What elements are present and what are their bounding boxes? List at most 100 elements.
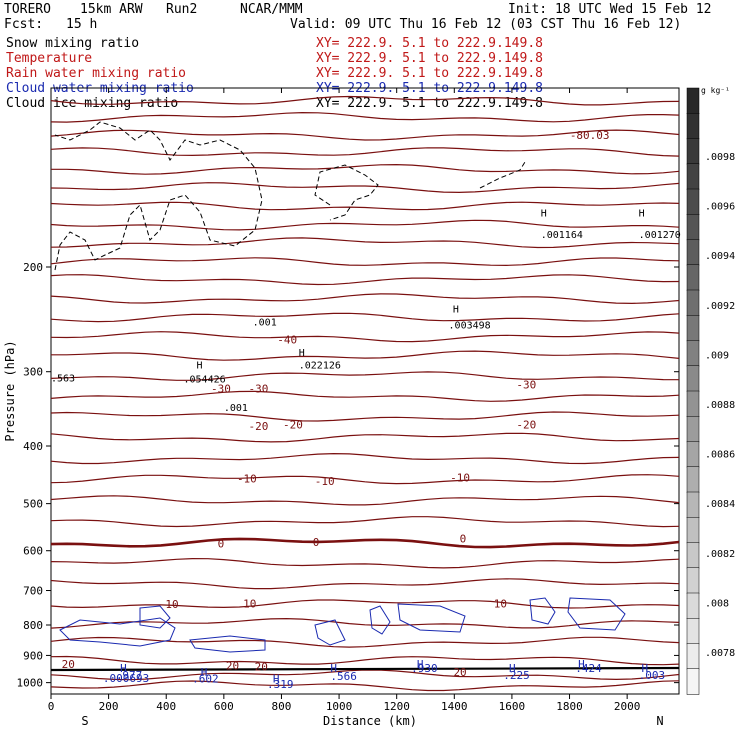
cloud-water-label: .000693 xyxy=(103,672,149,685)
temperature-contour-label: 0 xyxy=(313,536,320,549)
x-tick-label: 400 xyxy=(156,700,176,713)
x-tick-label: 1400 xyxy=(441,700,468,713)
colorbar-segment xyxy=(686,466,700,493)
temperature-contour-label: 20 xyxy=(453,666,466,679)
y-tick-label: 300 xyxy=(23,366,43,379)
contour-labels: -80.03 -40 -30 -30 -30 -20 -20 -20 -10 -10 -10 0 0 0 1… xyxy=(51,129,681,691)
colorbar-segment xyxy=(686,315,700,342)
south-end-label: S xyxy=(81,714,88,728)
extremum-label: H xyxy=(541,209,547,220)
colorbar-segment xyxy=(686,340,700,367)
cloud-water-label: H xyxy=(578,658,585,671)
colorbar-tick-label: .0084 xyxy=(705,499,735,510)
isotherm-line xyxy=(50,390,680,402)
init-label: Init: 18 UTC Wed 15 Feb 12 xyxy=(508,2,712,17)
y-tick-label: 200 xyxy=(23,261,43,274)
isotherm-line xyxy=(50,331,680,343)
extremum-label: .022126 xyxy=(299,361,341,372)
cloud-water-label: .003 xyxy=(639,669,666,682)
x-tick-label: 2000 xyxy=(614,700,641,713)
temperature-contours xyxy=(50,95,680,692)
isotherm-line xyxy=(50,578,680,590)
temperature-contour-label: 20 xyxy=(255,661,268,674)
temperature-contour-label: 10 xyxy=(494,597,507,610)
legend-snow-label: Snow mixing ratio xyxy=(6,36,140,51)
isotherm-line xyxy=(50,495,680,506)
x-tick-label: 1800 xyxy=(556,700,583,713)
isotherm-line xyxy=(50,411,680,422)
cloud-water-label: .424 xyxy=(575,662,602,675)
cloud-water-label: .930 xyxy=(411,662,438,675)
isotherm-line xyxy=(50,274,680,286)
legend-temp-label: Temperature xyxy=(6,51,93,66)
extremum-label: H xyxy=(639,209,645,220)
cloud-ice-line xyxy=(54,121,263,271)
plot-frame xyxy=(50,87,680,695)
isotherm-line xyxy=(50,452,680,465)
isotherm-line xyxy=(50,257,680,267)
colorbar-tick-label: .0088 xyxy=(705,400,735,411)
extremum-label: H xyxy=(453,305,459,316)
extremum-label: .001 xyxy=(224,403,248,414)
colorbar-tick-label: .0092 xyxy=(705,301,735,312)
extremum-label: H xyxy=(299,348,305,359)
temperature-contour-label: -40 xyxy=(277,334,297,347)
temperature-contour-label: -30 xyxy=(211,382,231,395)
axes: 0 200 400 600 800 1000 1200 1400 1600 1800 2000200… xyxy=(17,88,679,713)
colorbar-segment xyxy=(686,618,700,645)
colorbar-segment xyxy=(686,188,700,215)
fcst-label: Fcst: xyxy=(4,17,44,32)
colorbar-segment xyxy=(686,441,700,468)
colorbar-segment xyxy=(686,592,700,619)
cloud-water-label: H xyxy=(273,673,280,686)
legend-snow-xy: XY= 222.9. 5.1 to 222.9.149.8 xyxy=(316,36,543,51)
colorbar-tick-label: .008 xyxy=(705,598,729,609)
cloud-water-label: .225 xyxy=(503,669,530,682)
y-tick-label: 700 xyxy=(23,585,43,598)
colorbar-tick-label: .0096 xyxy=(705,202,735,213)
ground-line xyxy=(50,666,680,672)
extremum-label: .563 xyxy=(51,374,75,385)
temperature-contour-label: 0 xyxy=(218,538,225,551)
x-tick-label: 600 xyxy=(214,700,234,713)
temperature-contour-label: 10 xyxy=(243,597,256,610)
temperature-contour-label: -10 xyxy=(315,475,335,488)
cloud-water-label: H xyxy=(417,658,424,671)
colorbar-segment xyxy=(686,390,700,417)
isotherm-line xyxy=(50,617,680,629)
project-label: TORERO xyxy=(4,2,51,17)
cloud-water-label: H xyxy=(120,662,127,675)
isotherm-line xyxy=(50,474,680,485)
y-tick-label: 800 xyxy=(23,619,43,632)
colorbar-segment xyxy=(686,643,700,670)
temperature-contour-label: -10 xyxy=(450,472,470,485)
colorbar-unit: g kg⁻¹ xyxy=(701,86,730,95)
isotherm-line xyxy=(50,201,680,211)
temperature-contour-label: -80.03 xyxy=(570,129,610,142)
cloud-ice-line xyxy=(314,164,379,221)
temperature-contour-label: -20 xyxy=(516,418,536,431)
colorbar-tick-label: .0078 xyxy=(705,648,735,659)
extremum-label: .001 xyxy=(253,318,277,329)
colorbar: g kg⁻¹ .0098 .0096 .0094 .0092 .009 .0088 .0086… xyxy=(686,86,735,695)
cloud-water-label: .319 xyxy=(267,678,294,691)
isotherm-line xyxy=(50,95,680,106)
cloud-water-label: .566 xyxy=(330,670,357,683)
cloud-water-label: .977 xyxy=(116,669,143,682)
isotherm-line xyxy=(50,537,680,549)
extremum-label: .001270 xyxy=(639,230,681,241)
cloud-water-line xyxy=(529,597,556,625)
colorbar-segment xyxy=(686,491,700,518)
temperature-contour-label: -20 xyxy=(248,420,268,433)
isotherm-line xyxy=(50,111,680,123)
isotherm-line xyxy=(50,312,680,323)
cloud-ice-contours xyxy=(54,121,526,271)
temperature-contour-label: 0 xyxy=(460,532,467,545)
colorbar-tick-label: .0098 xyxy=(705,152,735,163)
run-label: Run2 xyxy=(166,2,198,17)
y-axis-label: Pressure (hPa) xyxy=(3,340,17,441)
isotherm-line xyxy=(50,655,680,666)
cloud-water-line xyxy=(189,635,266,653)
cloud-water-line xyxy=(59,617,176,647)
